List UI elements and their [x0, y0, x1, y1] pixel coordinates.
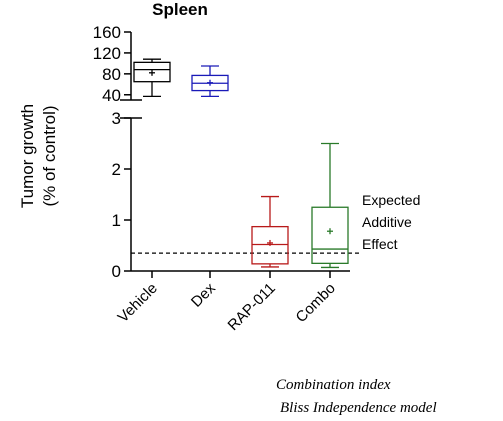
category-label-dex: Dex [188, 279, 219, 310]
y-axis-label-line1: Tumor growth [18, 104, 37, 208]
category-label-combo: Combo [293, 280, 339, 326]
annotation-line: Additive [362, 214, 412, 230]
category-label-vehicle: Vehicle [115, 280, 161, 326]
footnote-combination-index: Combination index [276, 377, 391, 393]
annotation-line: Expected [362, 192, 420, 208]
y-tick-label-upper: 40 [102, 86, 121, 105]
axes: 40 80 120 160 0 1 2 3 [93, 23, 360, 281]
footnote-bliss-model: Bliss Independence model [280, 400, 437, 416]
y-tick-label-upper: 160 [93, 23, 121, 42]
y-tick-label-upper: 120 [93, 44, 121, 63]
box-combo [311, 142, 349, 269]
annotation-line: Effect [362, 236, 398, 252]
chart-title: Spleen [152, 0, 208, 19]
iqr-box [311, 206, 349, 264]
y-axis-label-line2: (% of control) [40, 105, 59, 206]
category-labels: Vehicle Dex RAP-011 Combo [115, 279, 339, 334]
y-tick-label-upper: 80 [102, 65, 121, 84]
category-label-rap-011: RAP-011 [225, 280, 279, 334]
y-tick-label-lower: 3 [112, 109, 121, 128]
y-tick-label-lower: 2 [112, 160, 121, 179]
y-tick-label-lower: 0 [112, 262, 121, 281]
box-series [133, 58, 349, 269]
iqr-box [251, 225, 289, 265]
annotation-expected-additive-effect: Expected Additive Effect [362, 192, 420, 252]
box-rap-011 [251, 195, 289, 268]
box-vehicle [133, 58, 171, 97]
iqr-box [133, 61, 171, 83]
box-dex [191, 65, 229, 97]
y-tick-label-lower: 1 [112, 211, 121, 230]
